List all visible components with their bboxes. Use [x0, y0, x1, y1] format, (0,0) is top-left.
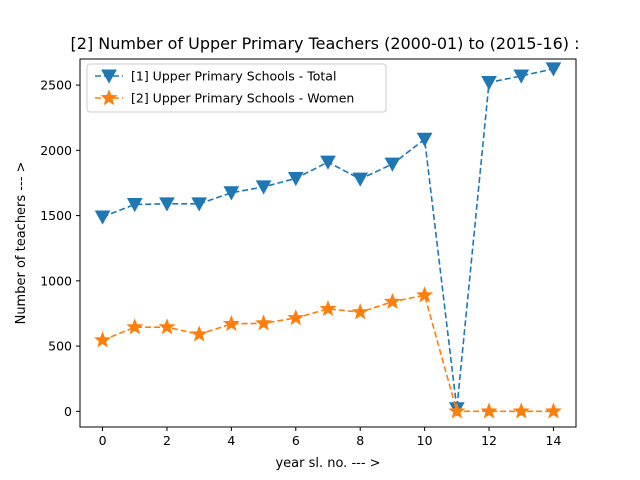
- series-2-point: [287, 309, 305, 326]
- x-tick-label: 0: [99, 433, 107, 448]
- series-2-point: [126, 318, 144, 335]
- legend-box: [86, 63, 387, 113]
- series-2-point: [416, 286, 434, 303]
- series-2-point: [255, 314, 273, 331]
- axes: 0 2 4 6 8 10 12 14 0 500 1000 1500 2000 2500: [40, 58, 577, 448]
- series-2-point: [480, 402, 498, 419]
- series-1-point: [384, 157, 401, 172]
- legend-marker: [101, 69, 117, 84]
- x-tick-label: 10: [417, 433, 433, 448]
- y-axis-title: Number of teachers --- >: [14, 162, 29, 325]
- legend-entry-2: [2] Upper Primary Schools - Women: [95, 89, 354, 106]
- series-1-point: [416, 132, 433, 147]
- series-1-point: [545, 62, 562, 77]
- x-tick-label: 14: [546, 433, 562, 448]
- series-2-point: [351, 303, 369, 320]
- series-2-point: [512, 402, 530, 419]
- x-axis-title: year sl. no. --- >: [275, 456, 380, 471]
- series-1: [94, 62, 562, 417]
- x-tick-label: 2: [163, 433, 171, 448]
- series-1-point: [287, 171, 304, 187]
- x-tick-label: 4: [227, 433, 235, 448]
- series-1-point: [481, 76, 497, 91]
- series-2-point: [319, 300, 337, 317]
- y-tick-label: 500: [48, 339, 72, 354]
- x-tick-label: 8: [356, 433, 364, 448]
- series-2-line: [102, 294, 554, 413]
- series-1-point: [94, 210, 111, 225]
- legend-marker: [100, 89, 118, 106]
- series-1-point: [126, 198, 143, 213]
- series-1-point: [223, 186, 240, 201]
- legend-label: [1] Upper Primary Schools - Total: [131, 69, 336, 84]
- plot-area: [94, 62, 562, 419]
- legend-entry-1: [1] Upper Primary Schools - Total: [95, 69, 336, 84]
- series-2-point: [94, 331, 112, 348]
- series-2-point: [448, 402, 466, 419]
- x-tick-label: 12: [481, 433, 497, 448]
- plot-frame: [79, 58, 577, 428]
- legend: [1] Upper Primary Schools - Total [2] Upp…: [86, 63, 387, 113]
- series-1-point: [320, 155, 336, 170]
- y-tick-label: 2000: [40, 143, 72, 158]
- series-1-point: [255, 180, 272, 195]
- series-2-point: [158, 318, 176, 335]
- series-1-point: [159, 197, 175, 212]
- series-2-point: [383, 292, 401, 309]
- y-tick-label: 1000: [40, 273, 72, 288]
- series-1-line: [102, 68, 554, 409]
- series-2-point: [544, 402, 562, 419]
- y-tick-label: 2500: [40, 78, 72, 93]
- legend-label: [2] Upper Primary Schools - Women: [131, 91, 354, 106]
- chart-title: [2] Number of Upper Primary Teachers (20…: [71, 34, 580, 53]
- series-1-point: [352, 172, 369, 187]
- series-2-point: [190, 325, 208, 342]
- y-tick-label: 1500: [40, 208, 72, 223]
- series-2-point: [222, 315, 240, 332]
- series-2: [94, 286, 562, 419]
- x-tick-label: 6: [292, 433, 300, 448]
- series-1-point: [513, 69, 530, 84]
- y-tick-label: 0: [64, 404, 72, 419]
- series-1-point: [191, 197, 208, 212]
